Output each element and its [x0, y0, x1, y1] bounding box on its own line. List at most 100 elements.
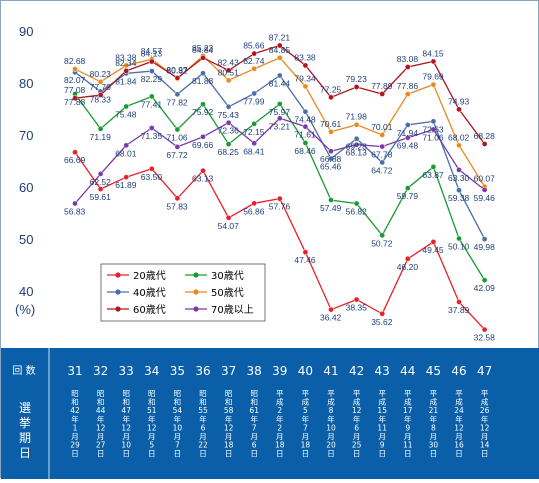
date-char: 15 — [377, 406, 387, 415]
date-char: 年 — [481, 414, 489, 424]
date-char: 18 — [275, 441, 285, 450]
data-label: 69.48 — [397, 141, 419, 151]
date-char: 42 — [70, 406, 80, 415]
data-point — [456, 187, 462, 194]
data-point — [481, 277, 488, 283]
legend-item: 50歳代 — [185, 287, 244, 299]
date-char: 日 — [148, 449, 156, 458]
data-label: 80.97 — [166, 65, 188, 75]
data-label: 78.33 — [90, 95, 112, 105]
data-point — [302, 249, 309, 256]
data-label: 77.25 — [320, 84, 342, 94]
date-char: 成 — [353, 397, 361, 407]
election-table: 回 数選挙期日 31 32 33 34 35 36 37 38 39 40 41 42 43 44 45 46 4… — [1, 348, 539, 479]
data-point — [353, 84, 360, 90]
data-label: 56.86 — [243, 206, 265, 216]
count-cell: 32 — [93, 364, 108, 378]
data-label: 84.85 — [269, 45, 291, 55]
date-char: 平 — [302, 389, 310, 398]
date-char: 5 — [149, 441, 154, 450]
data-label: 68.01 — [115, 148, 137, 158]
data-label: 79.34 — [294, 73, 316, 83]
data-point — [353, 121, 360, 128]
data-point — [97, 125, 104, 132]
date-char: 平 — [404, 389, 412, 398]
date-char: 2 — [277, 423, 282, 432]
data-point — [251, 140, 258, 147]
data-point — [379, 310, 386, 317]
date-char: 昭 — [148, 389, 156, 398]
date-char: 日 — [276, 449, 284, 458]
legend-item: 20歳代 — [107, 270, 166, 282]
date-char: 成 — [327, 397, 335, 407]
data-point — [404, 255, 411, 262]
data-label: 71.94 — [397, 128, 419, 138]
data-label: 71.98 — [346, 112, 368, 122]
date-char: 12 — [96, 423, 106, 432]
data-label: 49.45 — [422, 245, 444, 255]
data-label: 82.34 — [115, 58, 137, 68]
data-point — [225, 103, 232, 110]
data-label: 75.97 — [269, 107, 291, 117]
data-point — [200, 70, 206, 77]
date-char: 年 — [174, 414, 182, 424]
date-char: 12 — [454, 423, 464, 432]
date-char: 日 — [302, 449, 310, 458]
data-point — [225, 119, 232, 126]
date-char: 年 — [250, 414, 258, 424]
data-point — [276, 54, 283, 61]
date-char: 年 — [404, 414, 412, 424]
data-label: 32.58 — [474, 333, 496, 343]
data-label: 57.83 — [166, 201, 188, 211]
date-char: 月 — [455, 432, 463, 441]
data-point — [276, 101, 283, 107]
date-char: 24 — [454, 406, 464, 415]
data-label: 35.62 — [371, 317, 393, 327]
date-char: 10 — [173, 423, 183, 432]
date-char: 年 — [455, 414, 463, 424]
data-label: 74.48 — [294, 115, 316, 125]
date-char: 昭 — [97, 389, 105, 398]
date-char: 年 — [353, 414, 361, 424]
data-label: 62.52 — [90, 177, 112, 187]
date-char: 成 — [276, 397, 284, 407]
data-point — [302, 123, 309, 130]
data-point — [328, 128, 334, 135]
date-char: 成 — [481, 397, 489, 407]
date-char: 11 — [377, 423, 387, 432]
data-point — [328, 155, 334, 162]
date-char: 成 — [455, 397, 463, 407]
data-label: 82.68 — [64, 56, 86, 66]
date-char: 日 — [455, 449, 463, 458]
data-label: 68.28 — [474, 131, 496, 141]
date-char: 27 — [96, 441, 106, 450]
data-point — [353, 200, 360, 207]
count-cell: 35 — [170, 364, 185, 378]
data-point — [430, 164, 437, 170]
data-point — [404, 134, 411, 141]
data-label: 83.38 — [115, 52, 137, 62]
date-char: 月 — [148, 432, 156, 441]
data-point — [174, 144, 181, 150]
data-label: 77.08 — [64, 85, 86, 95]
data-label: 71.06 — [166, 132, 188, 142]
data-label: 84.15 — [422, 48, 444, 58]
data-label: 81.88 — [192, 76, 214, 86]
data-point — [456, 166, 462, 173]
data-point — [379, 91, 386, 97]
data-point — [97, 92, 104, 98]
data-label: 85.23 — [192, 43, 214, 53]
data-label: 68.13 — [346, 148, 368, 158]
date-char: 年 — [276, 414, 284, 424]
count-cell: 36 — [195, 364, 210, 378]
series-3 — [72, 68, 488, 242]
series-5 — [72, 42, 488, 147]
date-char: 年 — [430, 414, 438, 424]
data-point — [251, 50, 258, 57]
date-char: 8 — [431, 423, 436, 432]
